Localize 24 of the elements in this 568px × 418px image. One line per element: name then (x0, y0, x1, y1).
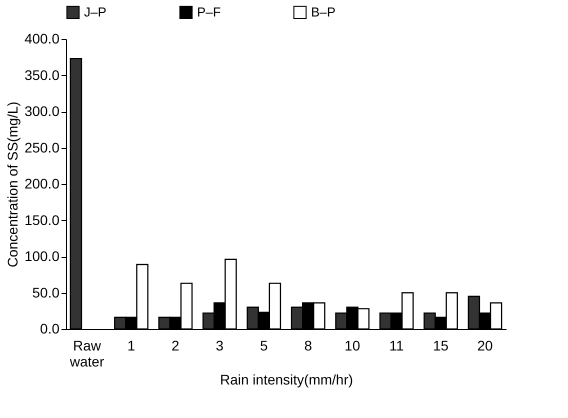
y-tick-label: 100.0 (24, 248, 60, 264)
x-tick-label: 20 (477, 338, 493, 354)
legend-label: J–P (84, 4, 106, 20)
x-tick-label: 10 (344, 338, 360, 354)
y-tick-label: 250.0 (24, 139, 60, 156)
legend-label: P–F (197, 4, 221, 20)
y-tick-label: 350.0 (24, 66, 60, 83)
x-tick-label: 5 (260, 338, 268, 354)
x-tick-label: 1 (127, 338, 136, 354)
x-tick-label: 2 (172, 338, 180, 354)
x-tick-label: 11 (389, 338, 404, 354)
x-tick-label: 3 (216, 338, 224, 354)
y-axis-title: Concentration of SS(mg/L) (4, 102, 20, 268)
x-tick-label: Raw water (68, 338, 104, 370)
y-tick-label: 300.0 (24, 103, 60, 119)
y-tick-label: 150.0 (24, 212, 60, 228)
legend-label: B–P (311, 4, 336, 20)
x-tick-label: 8 (304, 338, 312, 354)
y-tick-label: 200.0 (24, 176, 60, 192)
y-tick-label: 0.0 (40, 320, 60, 336)
y-tick-label: 50.0 (32, 284, 60, 300)
y-tick-label: 400.0 (24, 30, 60, 46)
x-tick-label: 15 (432, 338, 449, 354)
x-axis-title: Rain intensity(mm/hr) (220, 372, 354, 388)
